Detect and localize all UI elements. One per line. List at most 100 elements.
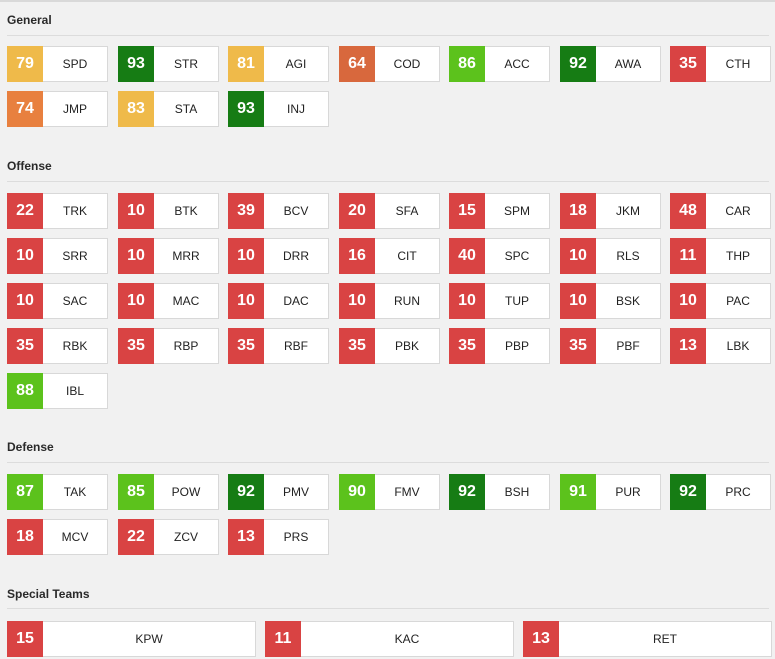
rating-value: 13 [670, 328, 706, 364]
rating-tile-bsh: 92 BSH [449, 474, 550, 510]
rating-label: BCV [283, 204, 309, 218]
rating-value: 10 [118, 238, 154, 274]
rating-tile-pbf: 35 PBF [560, 328, 661, 364]
rating-label: STA [174, 102, 198, 116]
rating-value: 81 [228, 46, 264, 82]
rating-value: 11 [670, 238, 706, 274]
rating-value: 16 [339, 238, 375, 274]
rating-value: 35 [670, 46, 706, 82]
rating-tile-kac: 11 KAC [265, 621, 514, 657]
rating-value: 83 [118, 91, 154, 127]
rating-value: 79 [7, 46, 43, 82]
rating-tile-spc: 40 SPC [449, 238, 550, 274]
rating-tile-bsk: 10 BSK [560, 283, 661, 319]
rating-value: 64 [339, 46, 375, 82]
rating-label: RBF [284, 339, 308, 353]
rating-value: 10 [118, 283, 154, 319]
rating-value: 35 [339, 328, 375, 364]
rating-tile-rls: 10 RLS [560, 238, 661, 274]
rating-label: CIT [397, 249, 417, 263]
rating-value: 85 [118, 474, 154, 510]
rating-tile-lbk: 13 LBK [670, 328, 771, 364]
rating-tile-spd: 79 SPD [7, 46, 108, 82]
rating-value: 39 [228, 193, 264, 229]
rating-tile-zcv: 22 ZCV [118, 519, 219, 555]
rating-tile-sac: 10 SAC [7, 283, 108, 319]
rating-tile-prs: 13 PRS [228, 519, 329, 555]
section-divider [7, 181, 769, 182]
rating-tile-str: 93 STR [118, 46, 219, 82]
rating-value: 22 [118, 519, 154, 555]
rating-tile-tak: 87 TAK [7, 474, 108, 510]
rating-tile-drr: 10 DRR [228, 238, 329, 274]
section-divider [7, 608, 769, 609]
rating-label: SPC [504, 249, 530, 263]
rating-value: 10 [7, 238, 43, 274]
rating-value: 35 [7, 328, 43, 364]
rating-tile-sta: 83 STA [118, 91, 219, 127]
rating-value: 86 [449, 46, 485, 82]
rating-label: PAC [726, 294, 750, 308]
section-title-offense: Offense [7, 159, 52, 173]
rating-value: 13 [523, 621, 559, 657]
rating-tile-btk: 10 BTK [118, 193, 219, 229]
rating-tile-agi: 81 AGI [228, 46, 329, 82]
rating-value: 11 [265, 621, 301, 657]
rating-value: 90 [339, 474, 375, 510]
rating-value: 10 [449, 283, 485, 319]
section-title-general: General [7, 13, 52, 27]
rating-tile-kpw: 15 KPW [7, 621, 256, 657]
rating-label: SFA [395, 204, 419, 218]
rating-label: INJ [287, 102, 305, 116]
rating-label: FMV [394, 485, 420, 499]
rating-label: SRR [62, 249, 88, 263]
rating-tile-pbk: 35 PBK [339, 328, 440, 364]
rating-tile-bcv: 39 BCV [228, 193, 329, 229]
rating-label: CTH [725, 57, 751, 71]
rating-tile-pur: 91 PUR [560, 474, 661, 510]
rating-value: 35 [118, 328, 154, 364]
rating-tile-pmv: 92 PMV [228, 474, 329, 510]
rating-label: ACC [504, 57, 530, 71]
rating-tile-sfa: 20 SFA [339, 193, 440, 229]
rating-value: 10 [560, 283, 596, 319]
rating-label: MAC [172, 294, 200, 308]
rating-label: RBP [173, 339, 199, 353]
rating-value: 93 [228, 91, 264, 127]
rating-label: POW [171, 485, 201, 499]
rating-value: 93 [118, 46, 154, 82]
rating-value: 48 [670, 193, 706, 229]
rating-label: CAR [725, 204, 751, 218]
rating-value: 10 [228, 238, 264, 274]
rating-value: 88 [7, 373, 43, 409]
rating-value: 18 [560, 193, 596, 229]
rating-value: 10 [7, 283, 43, 319]
rating-label: BSH [504, 485, 530, 499]
rating-value: 40 [449, 238, 485, 274]
rating-label: MRR [172, 249, 200, 263]
rating-value: 10 [560, 238, 596, 274]
rating-label: KPW [135, 632, 163, 646]
rating-label: KAC [394, 632, 420, 646]
rating-tile-ibl: 88 IBL [7, 373, 108, 409]
rating-value: 15 [7, 621, 43, 657]
rating-tile-jmp: 74 JMP [7, 91, 108, 127]
rating-tile-pow: 85 POW [118, 474, 219, 510]
rating-label: PUR [615, 485, 641, 499]
rating-tile-cod: 64 COD [339, 46, 440, 82]
rating-tile-fmv: 90 FMV [339, 474, 440, 510]
rating-tile-ret: 13 RET [523, 621, 772, 657]
rating-label: TUP [505, 294, 529, 308]
rating-label: TAK [63, 485, 87, 499]
rating-tile-thp: 11 THP [670, 238, 771, 274]
rating-tile-mcv: 18 MCV [7, 519, 108, 555]
rating-tile-jkm: 18 JKM [560, 193, 661, 229]
rating-label: SPD [62, 57, 88, 71]
rating-label: PRS [283, 530, 309, 544]
rating-tile-prc: 92 PRC [670, 474, 771, 510]
rating-label: DAC [283, 294, 309, 308]
section-title-defense: Defense [7, 440, 54, 454]
rating-value: 15 [449, 193, 485, 229]
rating-value: 92 [228, 474, 264, 510]
section-title-special-teams: Special Teams [7, 587, 90, 601]
